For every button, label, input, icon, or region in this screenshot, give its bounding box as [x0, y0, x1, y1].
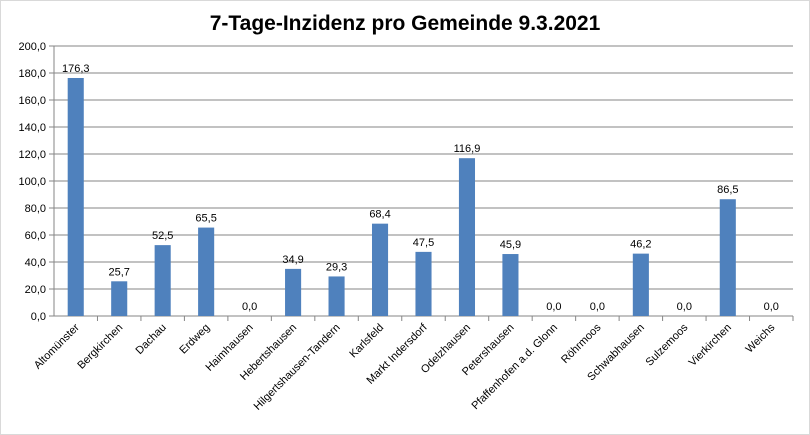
- category-label: Erdweg: [177, 322, 212, 357]
- chart-title: 7-Tage-Inzidenz pro Gemeinde 9.3.2021: [209, 12, 601, 35]
- data-label: 34,9: [282, 254, 303, 266]
- data-label: 25,7: [108, 266, 129, 278]
- data-label: 65,5: [195, 213, 216, 225]
- category-label: Hilgertshausen-Tandern: [252, 322, 343, 413]
- bar: [285, 268, 302, 316]
- y-tick-label: 160,0: [18, 95, 46, 107]
- data-label: 47,5: [413, 237, 434, 249]
- y-tick-label: 200,0: [18, 41, 46, 53]
- y-tick-label: 40,0: [25, 257, 46, 269]
- data-label: 176,3: [62, 63, 90, 75]
- y-tick-label: 140,0: [18, 122, 46, 134]
- category-label: Weichs: [744, 321, 778, 355]
- y-tick-label: 80,0: [25, 203, 46, 215]
- category-label: Dachau: [133, 322, 168, 357]
- data-label: 86,5: [717, 184, 738, 196]
- y-tick-label: 20,0: [25, 284, 46, 296]
- bar: [328, 276, 345, 316]
- category-label: Altomünster: [32, 321, 82, 371]
- data-label: 0,0: [546, 301, 561, 313]
- bar: [415, 251, 432, 316]
- category-label: Pfaffenhofen a.d. Glonn: [470, 322, 561, 413]
- category-label: Bergkirchen: [75, 322, 125, 372]
- category-label: Röhrmoos: [559, 321, 604, 366]
- bar: [719, 199, 736, 316]
- y-tick-label: 120,0: [18, 149, 46, 161]
- y-tick-label: 60,0: [25, 230, 46, 242]
- data-label: 45,9: [500, 239, 521, 251]
- data-label: 0,0: [677, 301, 692, 313]
- bar: [371, 223, 389, 316]
- data-label: 0,0: [590, 301, 605, 313]
- category-label: Vierkirchen: [687, 322, 734, 369]
- data-label: 52,5: [152, 230, 173, 242]
- bar: [198, 227, 215, 316]
- bar: [154, 245, 171, 316]
- data-label: 0,0: [764, 301, 779, 313]
- data-label: 68,4: [369, 209, 390, 221]
- bar: [111, 281, 128, 316]
- data-label: 29,3: [326, 261, 347, 273]
- data-label: 116,9: [454, 143, 481, 155]
- bar: [632, 253, 649, 316]
- bar: [67, 77, 84, 317]
- data-label: 0,0: [242, 301, 257, 313]
- bar: [458, 158, 476, 316]
- bar: [502, 254, 519, 316]
- category-label: Sulzemoos: [643, 321, 690, 368]
- y-tick-label: 180,0: [18, 68, 46, 80]
- y-tick-label: 100,0: [18, 176, 46, 188]
- y-tick-label: 0,0: [31, 311, 46, 323]
- category-label: Karlsfeld: [347, 322, 386, 361]
- data-label: 46,2: [630, 239, 651, 251]
